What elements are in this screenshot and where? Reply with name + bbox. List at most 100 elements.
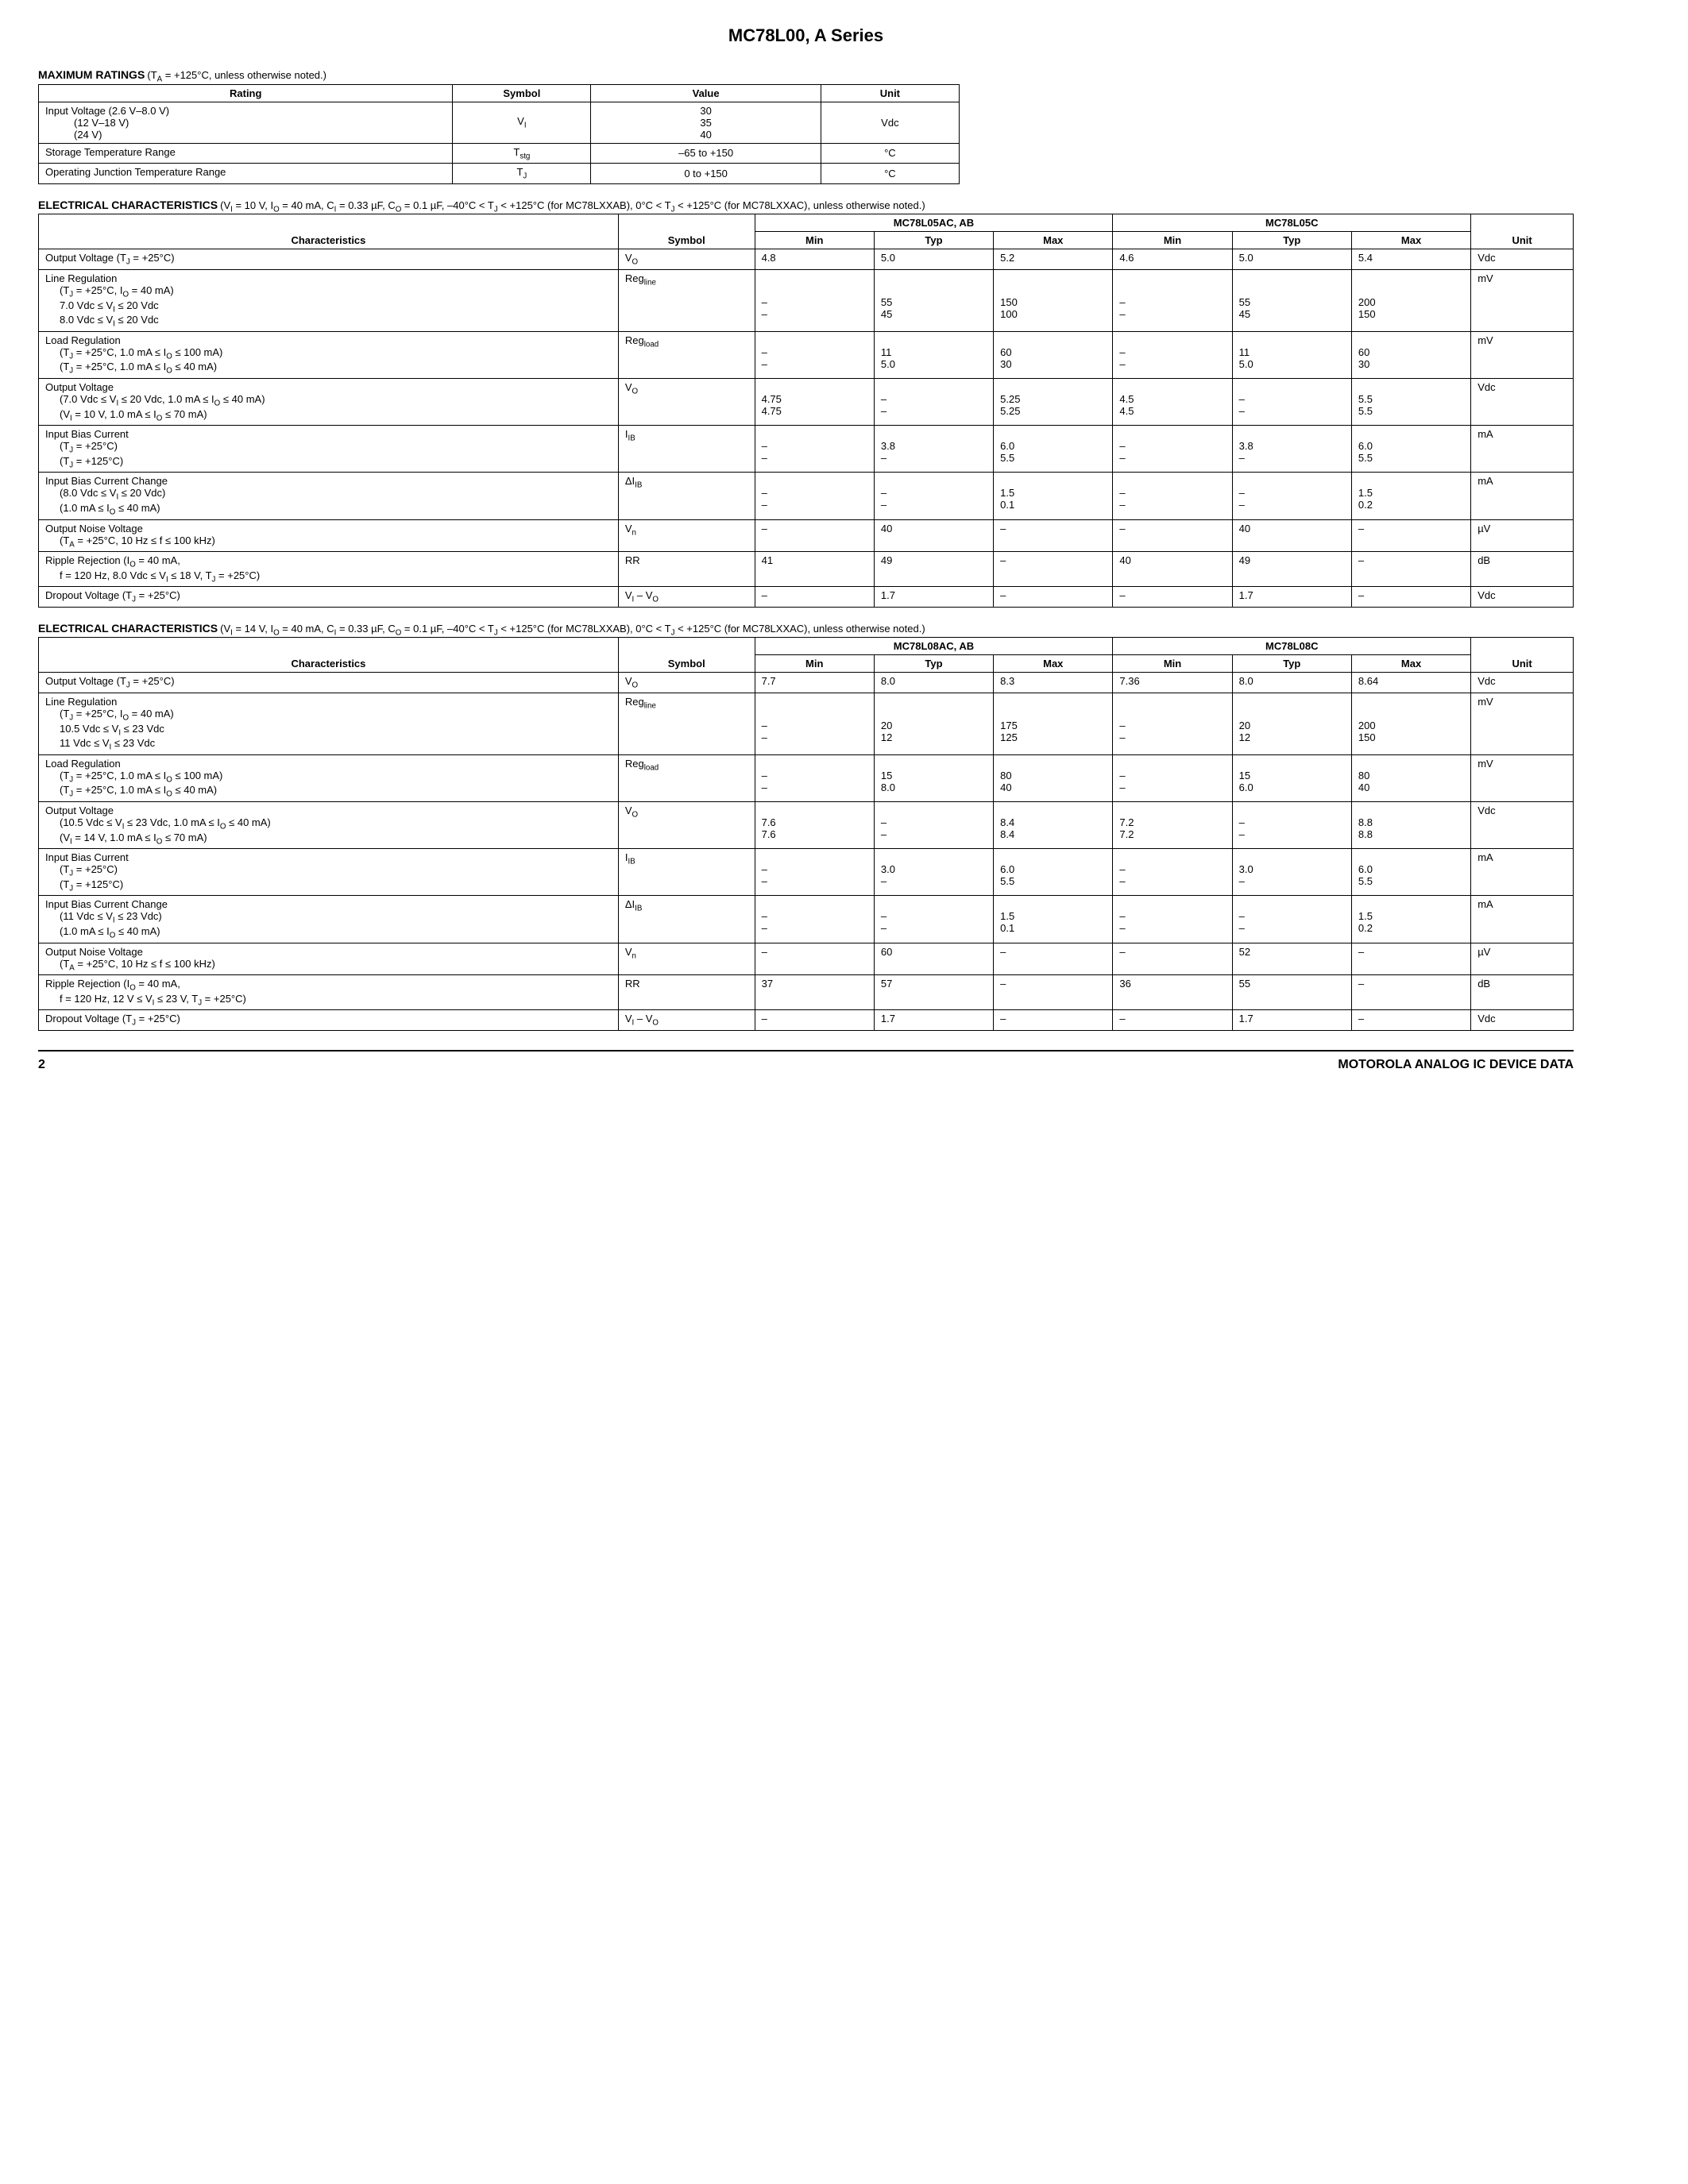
value-cell: – xyxy=(1351,587,1470,608)
value-cell: –– xyxy=(755,693,874,755)
value-cell: –– xyxy=(755,473,874,519)
char-cell: Input Bias Current Change(11 Vdc ≤ VI ≤ … xyxy=(39,896,619,943)
value-cell: 150100 xyxy=(994,269,1113,331)
symbol-cell: Regload xyxy=(618,754,755,801)
value-cell: –– xyxy=(1113,331,1232,378)
value-cell: – xyxy=(994,519,1113,552)
max-ratings-title: MAXIMUM RATINGS xyxy=(38,68,145,81)
symbol-cell: TJ xyxy=(453,164,591,184)
unit-cell: Vdc xyxy=(1471,1010,1574,1031)
elec1-b-max: Max xyxy=(1351,232,1470,249)
symbol-cell: Regline xyxy=(618,693,755,755)
elec1-b-min: Min xyxy=(1113,232,1232,249)
value-cell: –65 to +150 xyxy=(591,143,821,164)
value-cell: 55 xyxy=(1232,975,1351,1010)
value-cell: 8.3 xyxy=(994,673,1113,693)
max-ratings-header: MAXIMUM RATINGS (TA = +125°C, unless oth… xyxy=(38,68,1574,84)
unit-cell: mA xyxy=(1471,473,1574,519)
value-cell: 115.0 xyxy=(874,331,993,378)
symbol-cell: ΔIIB xyxy=(618,473,755,519)
value-cell: 6.05.5 xyxy=(994,849,1113,896)
value-cell: 3.0– xyxy=(1232,849,1351,896)
value-cell: –– xyxy=(1232,378,1351,425)
value-cell: 3.8– xyxy=(874,426,993,473)
char-cell: Line Regulation(TJ = +25°C, IO = 40 mA)7… xyxy=(39,269,619,331)
page-footer: 2 MOTOROLA ANALOG IC DEVICE DATA xyxy=(38,1050,1574,1072)
value-cell: – xyxy=(1113,1010,1232,1031)
value-cell: –– xyxy=(755,269,874,331)
symbol-cell: VO xyxy=(618,673,755,693)
elec2-b-typ: Typ xyxy=(1232,655,1351,673)
value-cell: –– xyxy=(1232,896,1351,943)
char-cell: Output Voltage(10.5 Vdc ≤ VI ≤ 23 Vdc, 1… xyxy=(39,802,619,849)
value-cell: 4.6 xyxy=(1113,249,1232,270)
max-ratings-table: Rating Symbol Value Unit Input Voltage (… xyxy=(38,84,960,184)
value-cell: 36 xyxy=(1113,975,1232,1010)
value-cell: –– xyxy=(1232,473,1351,519)
value-cell: 5.2 xyxy=(994,249,1113,270)
char-cell: Output Voltage (TJ = +25°C) xyxy=(39,249,619,270)
value-cell: 49 xyxy=(874,552,993,587)
value-cell: – xyxy=(1351,975,1470,1010)
unit-cell: Vdc xyxy=(1471,587,1574,608)
symbol-cell: IIB xyxy=(618,426,755,473)
char-cell: Input Bias Current Change(8.0 Vdc ≤ VI ≤… xyxy=(39,473,619,519)
elec2-a-min: Min xyxy=(755,655,874,673)
elec1-a-max: Max xyxy=(994,232,1113,249)
value-cell: 4.754.75 xyxy=(755,378,874,425)
elec1-col-char: Characteristics xyxy=(39,214,619,249)
value-cell: 6.05.5 xyxy=(1351,426,1470,473)
symbol-cell: Regload xyxy=(618,331,755,378)
unit-cell: dB xyxy=(1471,975,1574,1010)
value-cell: – xyxy=(994,1010,1113,1031)
symbol-cell: RR xyxy=(618,552,755,587)
value-cell: 200150 xyxy=(1351,269,1470,331)
unit-cell: Vdc xyxy=(1471,378,1574,425)
value-cell: –– xyxy=(1113,693,1232,755)
elec2-a-max: Max xyxy=(994,655,1113,673)
value-cell: –– xyxy=(755,426,874,473)
value-cell: 6030 xyxy=(1351,331,1470,378)
footer-text: MOTOROLA ANALOG IC DEVICE DATA xyxy=(1338,1058,1574,1072)
char-cell: Output Voltage (TJ = +25°C) xyxy=(39,673,619,693)
unit-cell: °C xyxy=(821,164,959,184)
unit-cell: Vdc xyxy=(1471,802,1574,849)
value-cell: 60 xyxy=(874,943,993,975)
unit-cell: Vdc xyxy=(1471,249,1574,270)
col-unit: Unit xyxy=(821,84,959,102)
value-cell: 5.255.25 xyxy=(994,378,1113,425)
elec1-header: ELECTRICAL CHARACTERISTICS (VI = 10 V, I… xyxy=(38,199,1574,214)
unit-cell: µV xyxy=(1471,943,1574,975)
elec1-cond: (VI = 10 V, IO = 40 mA, CI = 0.33 µF, CO… xyxy=(220,199,925,211)
elec1-col-sym: Symbol xyxy=(618,214,755,249)
value-cell: –– xyxy=(755,896,874,943)
char-cell: Load Regulation(TJ = +25°C, 1.0 mA ≤ IO … xyxy=(39,754,619,801)
elec1-a-typ: Typ xyxy=(874,232,993,249)
elec2-col-char: Characteristics xyxy=(39,638,619,673)
value-cell: 8.0 xyxy=(1232,673,1351,693)
value-cell: 8.0 xyxy=(874,673,993,693)
value-cell: 37 xyxy=(755,975,874,1010)
value-cell: – xyxy=(994,552,1113,587)
char-cell: Dropout Voltage (TJ = +25°C) xyxy=(39,587,619,608)
value-cell: – xyxy=(755,519,874,552)
symbol-cell: IIB xyxy=(618,849,755,896)
char-cell: Ripple Rejection (IO = 40 mA,f = 120 Hz,… xyxy=(39,552,619,587)
char-cell: Input Bias Current(TJ = +25°C)(TJ = +125… xyxy=(39,849,619,896)
value-cell: –– xyxy=(1113,754,1232,801)
value-cell: 158.0 xyxy=(874,754,993,801)
value-cell: 115.0 xyxy=(1232,331,1351,378)
symbol-cell: Tstg xyxy=(453,143,591,164)
symbol-cell: Vn xyxy=(618,943,755,975)
elec1-groupA: MC78L05AC, AB xyxy=(755,214,1113,232)
value-cell: – xyxy=(994,975,1113,1010)
char-cell: Output Voltage(7.0 Vdc ≤ VI ≤ 20 Vdc, 1.… xyxy=(39,378,619,425)
value-cell: 1.50.1 xyxy=(994,473,1113,519)
value-cell: – xyxy=(1351,943,1470,975)
rating-cell: Storage Temperature Range xyxy=(39,143,453,164)
unit-cell: mV xyxy=(1471,331,1574,378)
value-cell: 1.7 xyxy=(874,587,993,608)
max-ratings-cond: (TA = +125°C, unless otherwise noted.) xyxy=(147,69,326,81)
value-cell: – xyxy=(1351,519,1470,552)
value-cell: 8040 xyxy=(1351,754,1470,801)
